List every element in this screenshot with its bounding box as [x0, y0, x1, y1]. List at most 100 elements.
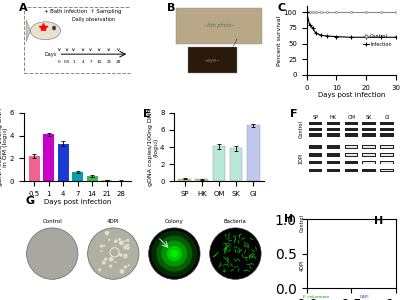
- Circle shape: [151, 230, 198, 277]
- Circle shape: [126, 239, 130, 242]
- Bar: [327, 134, 340, 137]
- Bar: [380, 134, 394, 137]
- Bar: [362, 145, 376, 149]
- Circle shape: [109, 257, 114, 262]
- Legend: Control, Infection: Control, Infection: [361, 32, 394, 49]
- Bar: [381, 146, 393, 148]
- Y-axis label: gDNA copies/100ng DNA
in OM (log₁₀): gDNA copies/100ng DNA in OM (log₁₀): [0, 108, 8, 186]
- Bar: [116, 181, 126, 182]
- Y-axis label: Percent survival: Percent survival: [277, 15, 282, 66]
- Circle shape: [26, 228, 78, 279]
- Circle shape: [392, 281, 396, 284]
- Text: C: C: [278, 3, 286, 13]
- Circle shape: [156, 236, 192, 272]
- Bar: [344, 153, 358, 157]
- Circle shape: [357, 274, 362, 278]
- Circle shape: [355, 270, 360, 274]
- Circle shape: [124, 265, 127, 269]
- Text: H: H: [374, 216, 383, 226]
- Circle shape: [162, 241, 187, 266]
- Text: 4: 4: [82, 60, 84, 64]
- Text: 28: 28: [116, 60, 121, 64]
- Text: 21: 21: [106, 60, 111, 64]
- Circle shape: [115, 261, 117, 263]
- Bar: [196, 179, 208, 182]
- Text: GI: GI: [384, 115, 390, 120]
- Circle shape: [385, 257, 390, 260]
- Bar: [212, 146, 225, 182]
- Circle shape: [124, 254, 128, 257]
- Circle shape: [104, 231, 109, 236]
- Circle shape: [371, 272, 375, 274]
- Polygon shape: [26, 20, 30, 42]
- Circle shape: [118, 238, 121, 241]
- Text: F. columnare: F. columnare: [303, 295, 329, 298]
- Bar: [309, 153, 322, 157]
- Text: F: F: [290, 109, 298, 119]
- X-axis label: Days post infection: Days post infection: [44, 199, 111, 205]
- Title: Control: Control: [42, 219, 62, 224]
- Circle shape: [123, 254, 128, 259]
- Bar: [362, 122, 376, 125]
- Text: Control: Control: [299, 120, 304, 138]
- Circle shape: [384, 269, 387, 271]
- Circle shape: [109, 264, 112, 268]
- Text: ~fish photo~: ~fish photo~: [203, 23, 235, 28]
- Circle shape: [108, 238, 110, 241]
- Circle shape: [362, 267, 364, 268]
- Text: Days: Days: [44, 52, 56, 57]
- Bar: [362, 161, 376, 164]
- Bar: [364, 154, 375, 156]
- Text: LP: LP: [310, 236, 315, 241]
- Text: EP: EP: [310, 258, 316, 262]
- Circle shape: [354, 265, 358, 268]
- Text: OM: OM: [347, 115, 355, 120]
- Title: Bacteria: Bacteria: [224, 219, 247, 224]
- Bar: [327, 145, 340, 149]
- Circle shape: [361, 274, 364, 276]
- Bar: [327, 122, 340, 125]
- Bar: [327, 161, 340, 164]
- Circle shape: [356, 285, 358, 286]
- Text: 7: 7: [89, 60, 92, 64]
- Circle shape: [126, 246, 130, 250]
- Text: ~eye~: ~eye~: [203, 58, 220, 63]
- Circle shape: [119, 269, 124, 274]
- Circle shape: [364, 276, 367, 278]
- Bar: [381, 154, 393, 156]
- Circle shape: [386, 277, 391, 280]
- Circle shape: [119, 240, 124, 245]
- Bar: [344, 169, 358, 172]
- Circle shape: [359, 261, 362, 263]
- Text: H: H: [284, 214, 294, 224]
- Circle shape: [390, 264, 394, 267]
- Bar: [309, 134, 322, 137]
- Bar: [43, 134, 54, 182]
- Bar: [309, 122, 322, 125]
- Bar: [58, 144, 69, 182]
- Bar: [362, 169, 376, 172]
- Bar: [327, 153, 340, 157]
- Circle shape: [88, 228, 139, 279]
- Circle shape: [170, 250, 178, 257]
- Bar: [344, 161, 358, 164]
- Bar: [380, 161, 394, 164]
- Text: 1DPI: 1DPI: [299, 153, 304, 164]
- Text: SK: SK: [366, 115, 372, 120]
- Circle shape: [360, 262, 362, 265]
- Bar: [247, 125, 260, 182]
- Circle shape: [380, 280, 385, 284]
- Circle shape: [98, 268, 102, 272]
- Bar: [344, 128, 358, 131]
- Text: Control: Control: [300, 214, 305, 232]
- Circle shape: [382, 275, 387, 279]
- Circle shape: [389, 262, 394, 266]
- Circle shape: [167, 246, 182, 261]
- Bar: [380, 122, 394, 125]
- Circle shape: [100, 244, 103, 248]
- Bar: [309, 128, 322, 131]
- Bar: [381, 162, 393, 164]
- Y-axis label: gDNA copies/100ng DNA
(log₁₀): gDNA copies/100ng DNA (log₁₀): [148, 108, 159, 186]
- Circle shape: [384, 278, 389, 282]
- Bar: [380, 145, 394, 149]
